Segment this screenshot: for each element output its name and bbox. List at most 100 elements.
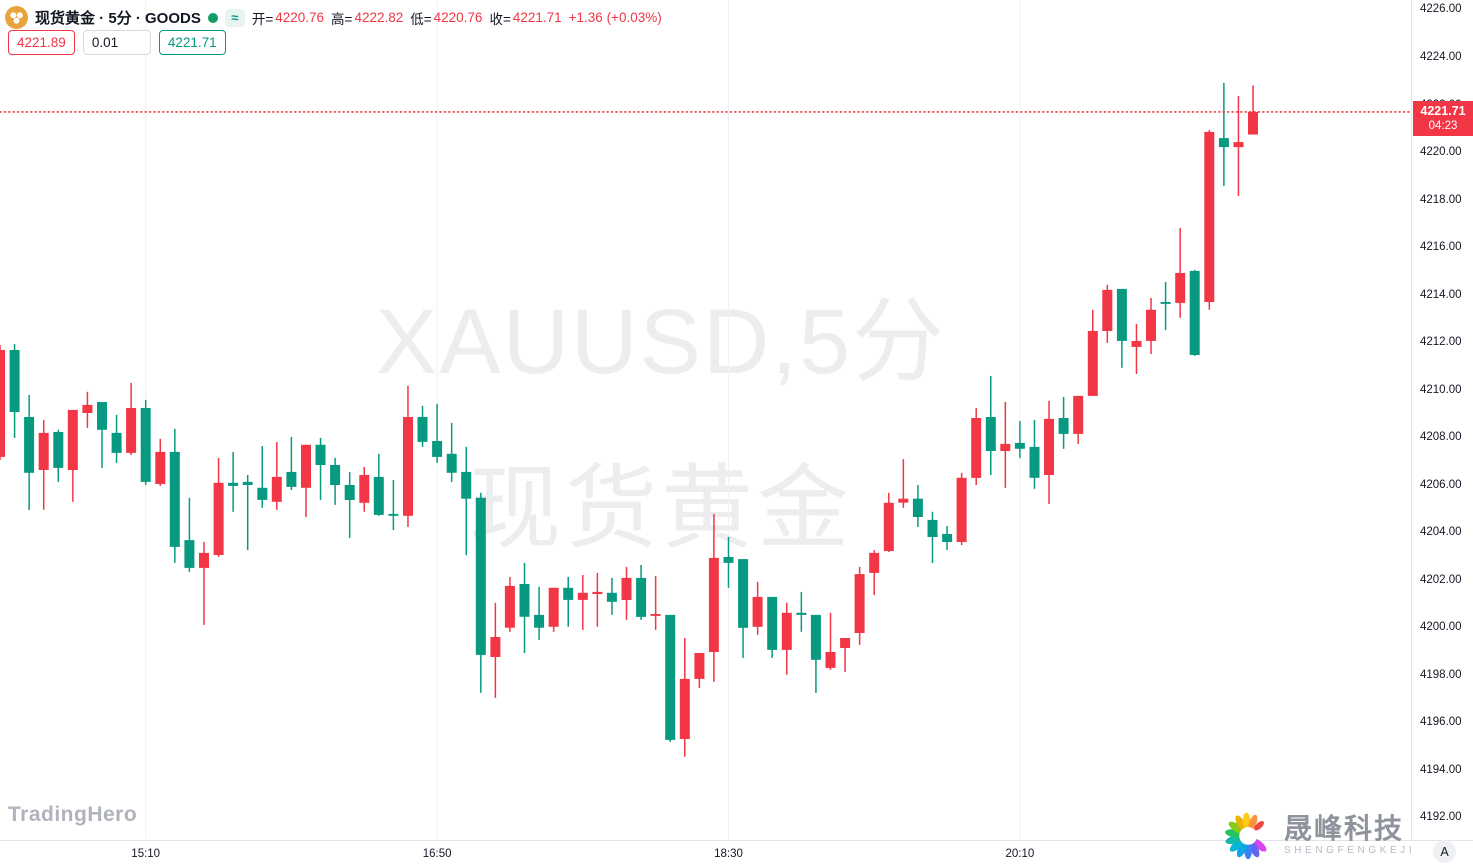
candle-bar (650, 576, 661, 630)
buy-ask-button[interactable]: 4221.71 (158, 30, 226, 55)
price-tick: 4224.00 (1420, 51, 1462, 63)
time-axis[interactable]: 15:10 16:50 18:30 20:10 (0, 840, 1473, 868)
candle-bar (286, 437, 297, 490)
candle-bar (67, 409, 78, 502)
candle-bar (504, 576, 515, 632)
price-tick: 4216.00 (1420, 241, 1462, 254)
candle-bar (1000, 402, 1011, 488)
candle-bar (1029, 419, 1040, 489)
candle-bar (665, 614, 676, 742)
symbol-title[interactable]: 现货黄金 · 5分 · GOODS (35, 10, 201, 27)
sell-bid-button[interactable]: 4221.89 (8, 30, 75, 55)
candle-bar (1233, 96, 1244, 196)
candle-bar (548, 587, 559, 632)
last-price-value: 4221.71 (1420, 103, 1466, 118)
candle-bar (432, 403, 443, 463)
shengfeng-logo: 晟峰科技 SHENGFENGKEJI (1222, 806, 1415, 864)
candle-bar (1189, 269, 1200, 356)
price-tick: 4226.00 (1420, 3, 1462, 16)
pinwheel-icon (1225, 812, 1267, 860)
candle-bar (53, 429, 64, 482)
candle-bar (723, 537, 734, 588)
candle-bar (446, 422, 457, 482)
price-axis[interactable]: 4221.71 04:23 4226.004224.004222.004220.… (1411, 0, 1473, 839)
candle-bar (1116, 288, 1127, 368)
candle-bar (126, 383, 137, 455)
change-value: +1.36 (+0.03%) (568, 10, 662, 25)
candle-bar (956, 472, 967, 546)
candle-bar (1044, 400, 1054, 504)
candle-bar (228, 451, 239, 512)
candle-bar (1087, 309, 1098, 396)
candle-bar (257, 446, 268, 508)
candle-bar (694, 653, 705, 688)
low-value: 4220.76 (433, 10, 483, 25)
candle-bar (840, 638, 851, 672)
candle-bar (1146, 298, 1156, 354)
bar-countdown: 04:23 (1428, 119, 1458, 132)
ohlc-readout: 开= 4220.76 高= 4222.82 低= 4220.76 收= 4221.71 (252, 8, 562, 28)
price-tick: 4192.00 (1420, 811, 1462, 824)
price-tick: 4194.00 (1420, 763, 1462, 776)
candle-bar (1204, 130, 1215, 310)
candle-bar (942, 526, 953, 551)
candle-bar (1014, 421, 1025, 458)
time-tick: 15:10 (131, 848, 161, 860)
candle-bar (869, 550, 880, 595)
market-status-icon (207, 12, 218, 23)
candle-bar (373, 453, 384, 516)
candle-bar (752, 581, 763, 635)
candle-bar (9, 344, 20, 438)
candle-bar (490, 602, 501, 698)
quote-widget: 4221.89 0.01 4221.71 (8, 30, 226, 55)
candle-bar (563, 576, 574, 627)
candle-bar (883, 492, 894, 552)
candle-bar (475, 492, 486, 693)
candle-bar (24, 394, 35, 510)
candle-bar (796, 591, 807, 632)
candle-bar (242, 475, 253, 551)
candle-bar (519, 562, 530, 653)
shengfeng-en-text: SHENGFENGKEJI (1284, 845, 1416, 856)
candle-bar (621, 566, 632, 620)
candle-bar (679, 638, 690, 757)
candle-bar (1131, 323, 1142, 374)
candle-bar (330, 457, 341, 505)
candle-bar (140, 399, 151, 485)
candle-bar (577, 575, 588, 630)
time-tick: 20:10 (1005, 848, 1035, 860)
candle-bar (636, 565, 647, 620)
price-tick: 4206.00 (1420, 478, 1462, 491)
candlestick-chart[interactable] (0, 0, 1411, 839)
candle-bar (82, 391, 93, 428)
candle-bar (403, 385, 413, 527)
candle-bar (1175, 227, 1186, 318)
candle-bar (213, 457, 224, 557)
candle-bar (111, 414, 122, 463)
adjust-badge[interactable]: A (1433, 840, 1456, 863)
price-tick: 4212.00 (1420, 336, 1462, 349)
candle-bar (912, 485, 923, 527)
open-value: 4220.76 (275, 10, 325, 25)
tradinghero-logo: TradingHero (8, 803, 138, 826)
approx-data-icon: ≈ (224, 8, 245, 27)
price-tick: 4200.00 (1420, 621, 1462, 634)
candle-bar (781, 602, 792, 675)
candle-bar (417, 405, 428, 447)
candle-bar (810, 614, 821, 693)
candle-bar (592, 572, 603, 627)
candle-bar (927, 511, 938, 563)
high-label: 高= (331, 11, 353, 27)
low-label: 低= (410, 11, 432, 27)
candle-bar (898, 459, 909, 508)
candle-bar (301, 444, 311, 517)
price-tick: 4202.00 (1420, 573, 1462, 586)
candle-bar (1160, 282, 1171, 330)
candle-bar (854, 566, 865, 645)
symbol-legend: 现货黄金 · 5分 · GOODS ≈ 开= 4220.76 高= 4222.82 … (5, 6, 662, 29)
price-tick: 4204.00 (1420, 526, 1462, 539)
price-tick: 4196.00 (1420, 716, 1462, 729)
chart-pane[interactable]: XAUUSD,5分 现货黄金 现货黄金 · 5分 · GOODS ≈ 开= 422… (0, 0, 1411, 839)
shengfeng-cn-text: 晟峰科技 (1284, 813, 1405, 844)
